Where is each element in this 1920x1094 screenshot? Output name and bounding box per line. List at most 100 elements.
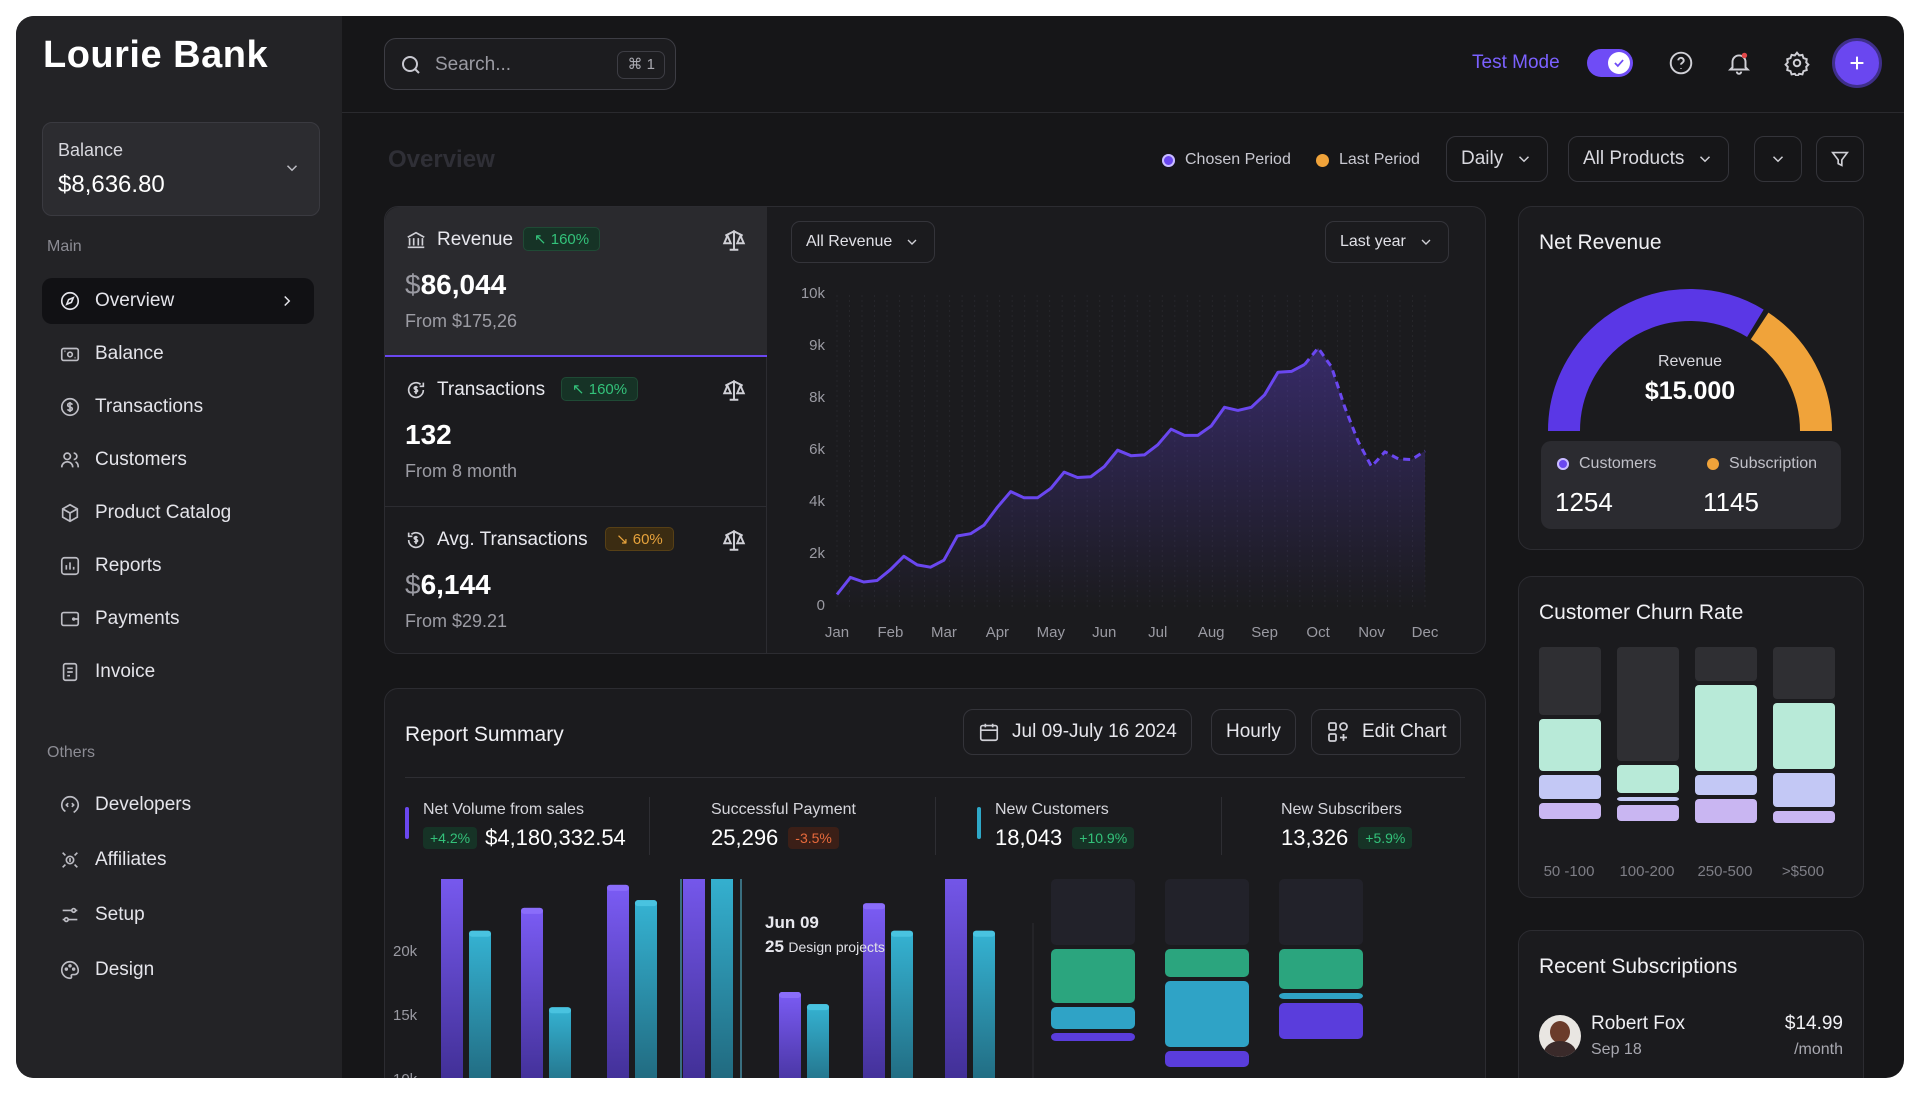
chevron-down-icon xyxy=(907,239,917,245)
search-bar[interactable]: Search... ⌘ 1 xyxy=(384,38,676,90)
compare-icon[interactable] xyxy=(721,377,747,403)
compare-icon[interactable] xyxy=(721,227,747,253)
search-icon xyxy=(402,56,420,74)
dollar-cycle-icon xyxy=(407,531,425,549)
report-summary-title: Report Summary xyxy=(405,723,564,746)
product-select[interactable]: All Products xyxy=(1568,136,1730,182)
sidebar-item-setup[interactable]: Setup xyxy=(42,892,314,938)
sidebar-item-payments[interactable]: Payments xyxy=(42,596,314,642)
sidebar-item-customers[interactable]: Customers xyxy=(42,437,314,483)
metric-label: New Customers xyxy=(995,801,1109,818)
test-mode-toggle[interactable] xyxy=(1587,49,1633,77)
sidebar-item-label: Design xyxy=(95,959,155,980)
customers-label: Customers xyxy=(1579,455,1657,472)
metric-indicator xyxy=(405,807,409,839)
filter-icon xyxy=(1831,151,1849,167)
churn-category-label: 250-500 xyxy=(1697,863,1753,880)
test-mode-label: Test Mode xyxy=(1472,52,1560,73)
search-input[interactable]: Search... xyxy=(435,54,512,75)
bar-cap-purple xyxy=(863,903,885,910)
sidebar: Lourie Bank Balance $8,636.80 Main Overv… xyxy=(16,16,342,1078)
subscription-price: $14.99 xyxy=(1784,1013,1843,1034)
stat-title: Revenue xyxy=(437,229,514,250)
revenue-gauge xyxy=(1548,289,1832,432)
gear-icon[interactable] xyxy=(1784,50,1810,76)
x-tick-label: May xyxy=(1037,624,1066,641)
metric-change: -3.5% xyxy=(788,827,839,849)
date-range-button[interactable]: Jul 09-July 16 2024 xyxy=(963,709,1192,755)
bar-teal xyxy=(549,1007,571,1078)
bell-icon[interactable] xyxy=(1726,50,1752,76)
balance-selector[interactable]: Balance $8,636.80 xyxy=(42,122,320,216)
stat-value: $6,144 xyxy=(405,569,491,601)
metric-indicator xyxy=(977,807,981,839)
recent-subscriptions-title: Recent Subscriptions xyxy=(1539,955,1738,978)
stats-column: Revenue ↖ 160% $86,044 From $175,26 Tran… xyxy=(385,207,767,653)
revenue-range-select[interactable]: Last year xyxy=(1325,221,1449,263)
gauge-arc-customers xyxy=(1548,289,1764,432)
x-tick-label: Oct xyxy=(1306,624,1330,641)
box-icon xyxy=(57,500,83,526)
compare-icon[interactable] xyxy=(721,527,747,553)
stat-number: 6,144 xyxy=(420,569,491,600)
stat-title: Transactions xyxy=(437,379,546,400)
y-tick-label: 10k xyxy=(393,1071,433,1078)
y-tick-label: 4k xyxy=(809,493,825,510)
collapse-button[interactable] xyxy=(1754,136,1802,182)
invoice-icon xyxy=(57,659,83,685)
grid-icon xyxy=(1328,722,1348,742)
metric-change: +10.9% xyxy=(1072,827,1135,849)
stacked-bar-segment xyxy=(1051,949,1135,1003)
gauge-label: Revenue xyxy=(1657,353,1723,370)
sidebar-item-overview[interactable]: Overview xyxy=(42,278,314,324)
stat-revenue[interactable]: Revenue ↖ 160% $86,044 From $175,26 xyxy=(385,207,767,357)
revenue-filter-select[interactable]: All Revenue xyxy=(791,221,936,263)
stat-title: Avg. Transactions xyxy=(437,529,588,550)
metric-successful-payment: Successful Payment 25,296 -3.5% xyxy=(711,801,856,851)
add-button[interactable] xyxy=(1832,38,1882,88)
sidebar-item-label: Transactions xyxy=(95,396,204,417)
period-select[interactable]: Daily xyxy=(1446,136,1549,182)
subscription-label: Subscription xyxy=(1729,455,1818,472)
subscription-date: Sep 18 xyxy=(1591,1041,1642,1058)
sidebar-item-design[interactable]: Design xyxy=(42,947,314,993)
help-icon[interactable] xyxy=(1668,50,1694,76)
churn-bar-segment xyxy=(1617,797,1679,801)
bar-purple xyxy=(607,884,629,1078)
stat-value: $86,044 xyxy=(405,269,506,301)
filter-button[interactable] xyxy=(1816,136,1864,182)
metric-change: +5.9% xyxy=(1358,827,1413,849)
stat-transactions[interactable]: Transactions ↖ 160% 132 From 8 month xyxy=(385,357,767,507)
churn-bar-segment xyxy=(1773,647,1835,699)
sidebar-item-affiliates[interactable]: Affiliates xyxy=(42,837,314,883)
bar-cap-teal xyxy=(635,900,657,907)
wallet-icon xyxy=(57,341,83,367)
sidebar-item-balance[interactable]: Balance xyxy=(42,331,314,377)
x-tick-label: Feb xyxy=(878,624,904,641)
sidebar-item-reports[interactable]: Reports xyxy=(42,543,314,589)
y-tick-label: 2k xyxy=(809,545,825,562)
plus-icon xyxy=(1850,56,1864,70)
stat-currency: $ xyxy=(405,569,421,600)
bar-cap-teal xyxy=(549,1007,571,1014)
stat-badge: ↖ 160% xyxy=(523,227,601,251)
sidebar-item-developers[interactable]: Developers xyxy=(42,782,314,828)
section-others-label: Others xyxy=(47,744,96,761)
bar-teal xyxy=(891,930,913,1078)
sidebar-item-label: Payments xyxy=(95,608,180,629)
interval-button[interactable]: Hourly xyxy=(1211,709,1296,755)
churn-bar-segment xyxy=(1539,719,1601,771)
chevron-down-icon xyxy=(1421,239,1431,245)
sidebar-item-transactions[interactable]: Transactions xyxy=(42,384,314,430)
stat-avg-transactions[interactable]: Avg. Transactions ↘ 60% $6,144 From $29.… xyxy=(385,507,767,657)
bar-purple xyxy=(683,879,705,1078)
recent-subscriptions-card: Recent Subscriptions Robert Fox Sep 18 $… xyxy=(1518,930,1864,1078)
sidebar-item-invoice[interactable]: Invoice xyxy=(42,649,314,695)
sidebar-item-label: Reports xyxy=(95,555,162,576)
sidebar-item-product-catalog[interactable]: Product Catalog xyxy=(42,490,314,536)
divider xyxy=(649,797,650,855)
churn-category-label: 50 -100 xyxy=(1543,863,1595,880)
edit-chart-button[interactable]: Edit Chart xyxy=(1311,709,1462,755)
bar-teal xyxy=(807,1004,829,1078)
sidebar-item-label: Setup xyxy=(95,904,145,925)
